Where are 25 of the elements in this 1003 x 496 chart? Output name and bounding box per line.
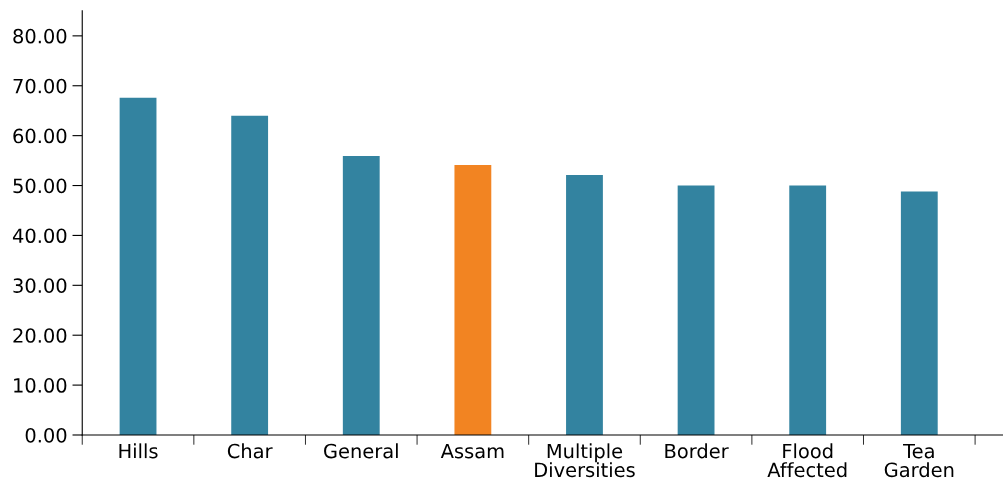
bar <box>789 185 827 435</box>
bar <box>119 97 157 435</box>
x-tick-label: Tea Garden <box>884 443 954 478</box>
y-tick-label: 80.00 <box>13 28 67 44</box>
x-tick-label: Border <box>665 443 729 459</box>
x-tick-label: Assam <box>440 443 504 459</box>
x-tick-label: Hills <box>119 443 158 459</box>
y-tick-label: 50.00 <box>13 178 67 194</box>
bar <box>566 175 603 435</box>
x-tick-label: Multiple Diversities <box>535 443 635 478</box>
y-tick-label: 70.00 <box>13 78 67 94</box>
x-tick-label: Flood Affected <box>767 443 847 478</box>
y-tick-label: 10.00 <box>14 378 67 393</box>
bar <box>342 156 380 435</box>
y-tick-label: 0.00 <box>25 427 67 443</box>
y-tick-label: 20.00 <box>13 328 67 343</box>
x-tick-label: Char <box>227 443 273 459</box>
x-tick-label: General <box>324 443 398 459</box>
y-tick-label: 60.00 <box>13 128 67 144</box>
y-tick-label: 40.00 <box>12 228 67 244</box>
bar <box>231 115 269 435</box>
bar <box>454 165 492 435</box>
bar <box>900 191 938 435</box>
y-tick-label: 30.00 <box>13 278 67 293</box>
bar <box>677 185 715 435</box>
